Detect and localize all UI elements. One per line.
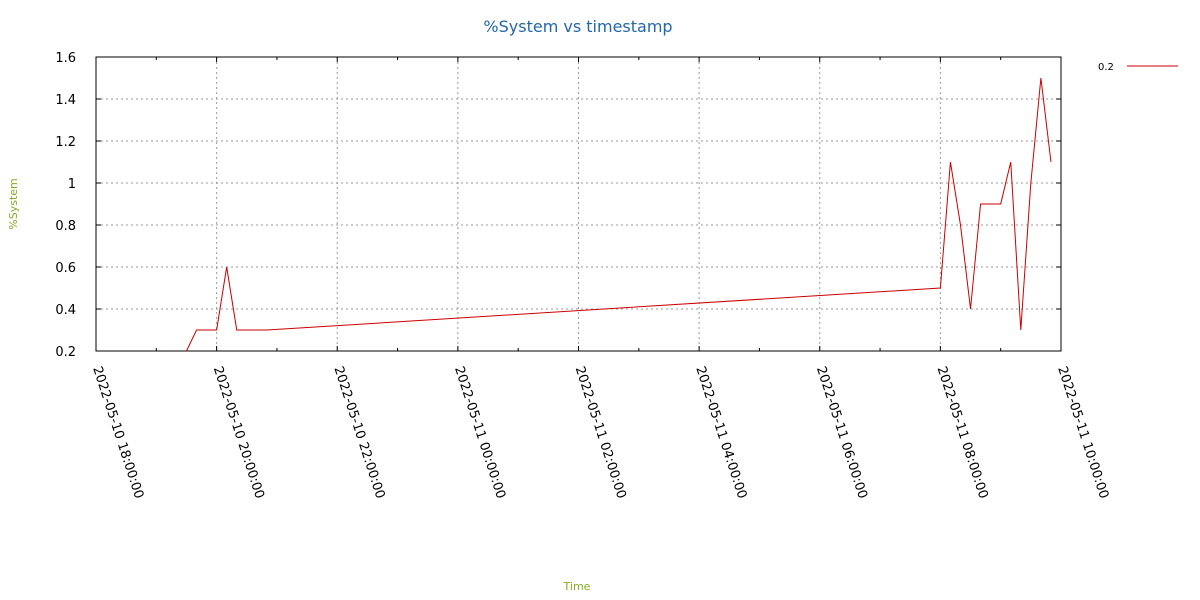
y-tick-label: 1.6: [55, 51, 76, 66]
x-tick-label: 2022-05-10 18:00:00: [89, 365, 146, 501]
x-tick-label: 2022-05-10 20:00:00: [210, 365, 267, 501]
x-tick-label: 2022-05-11 10:00:00: [1054, 365, 1111, 501]
y-tick-label: 0.6: [55, 261, 76, 276]
y-tick-label: 1.2: [55, 135, 76, 150]
x-axis-label: Time: [563, 580, 591, 593]
legend-label: 0.2: [1098, 62, 1114, 73]
y-tick-label: 1.4: [55, 93, 76, 108]
chart-title: %System vs timestamp: [483, 17, 672, 36]
y-tick-label: 0.2: [55, 345, 76, 360]
y-tick-label: 0.8: [55, 219, 76, 234]
grid-layer: [96, 57, 1061, 351]
x-tick-label: 2022-05-11 06:00:00: [813, 365, 870, 501]
x-tick-label: 2022-05-11 08:00:00: [934, 365, 991, 501]
y-axis-label: %System: [7, 178, 20, 229]
x-tick-label: 2022-05-10 22:00:00: [330, 365, 387, 501]
series-layer: [186, 77, 1052, 352]
legend: 0.2: [1098, 62, 1178, 73]
series-line-0: [186, 77, 1052, 352]
y-tick-label: 0.4: [55, 303, 76, 318]
x-tick-label: 2022-05-11 00:00:00: [451, 365, 508, 501]
x-tick-label: 2022-05-11 04:00:00: [692, 365, 749, 501]
tick-layer: 0.2 0.4 0.6 0.8 1 1.2 1.4 1.6 2022-05-10 18:00:0…: [55, 51, 1111, 501]
y-tick-label: 1: [68, 177, 76, 192]
x-tick-label: 2022-05-11 02:00:00: [572, 365, 629, 501]
